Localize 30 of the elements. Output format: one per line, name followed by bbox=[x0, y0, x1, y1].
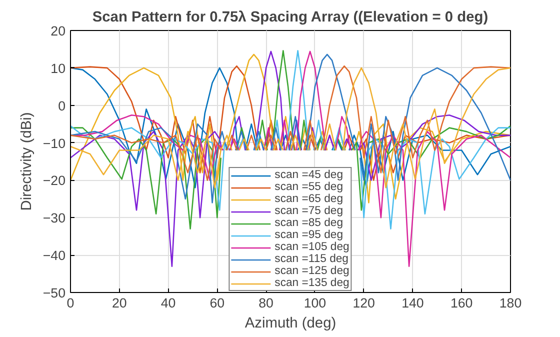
y-tick-label: 0 bbox=[58, 98, 66, 114]
x-tick-label: 140 bbox=[402, 296, 424, 310]
x-tick-label: 120 bbox=[352, 296, 375, 310]
y-tick-label: −50 bbox=[42, 286, 66, 300]
x-tick-label: 80 bbox=[258, 296, 274, 310]
x-axis-title: Azimuth (deg) bbox=[244, 316, 336, 332]
x-tick-label: 180 bbox=[499, 296, 522, 310]
legend-label: scan =105 deg bbox=[274, 241, 350, 253]
legend-label: scan =85 deg bbox=[274, 217, 344, 229]
legend-label: scan =135 deg bbox=[274, 277, 350, 289]
legend-label: scan =65 deg bbox=[274, 193, 344, 205]
chart-title: Scan Pattern for 0.75λ Spacing Array ((Elevation = 0 deg) bbox=[92, 10, 488, 26]
x-tick-label: 60 bbox=[210, 296, 225, 310]
x-tick-label: 20 bbox=[112, 296, 127, 310]
y-tick-label: 20 bbox=[50, 24, 66, 38]
y-tick-label: 10 bbox=[50, 60, 66, 76]
x-tick-label: 160 bbox=[450, 296, 473, 310]
y-tick-label: −40 bbox=[42, 248, 66, 264]
y-tick-label: −20 bbox=[42, 173, 66, 188]
y-axis-title: Directivity (dBi) bbox=[18, 112, 35, 211]
legend-label: scan =115 deg bbox=[274, 253, 348, 265]
x-tick-label: 100 bbox=[304, 296, 326, 310]
y-tick-label: −30 bbox=[42, 210, 66, 226]
legend-label: scan =95 deg bbox=[274, 229, 344, 241]
x-tick-label: 40 bbox=[160, 296, 176, 310]
legend-label: scan =55 deg bbox=[274, 181, 344, 193]
legend-label: scan =125 deg bbox=[274, 265, 350, 277]
legend-label: scan =45 deg bbox=[274, 169, 344, 181]
legend-label: scan =75 deg bbox=[274, 205, 344, 217]
y-tick-label: −10 bbox=[42, 136, 66, 151]
